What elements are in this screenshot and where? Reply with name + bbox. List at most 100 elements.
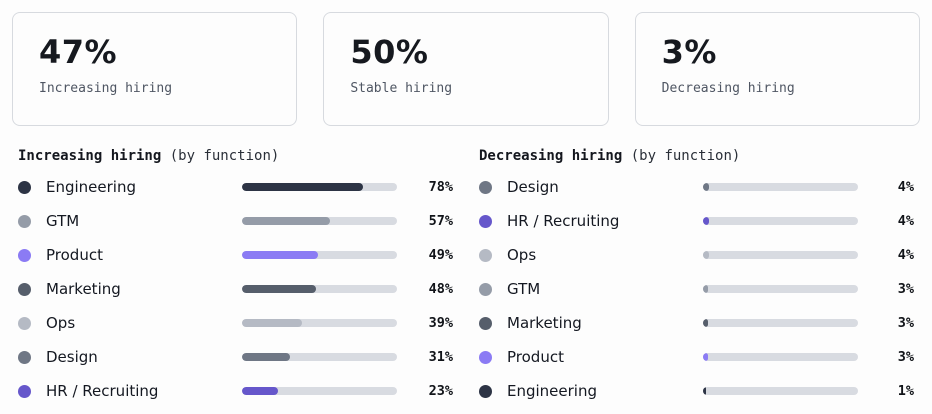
bar-fill: [242, 353, 291, 361]
percent-value: 48%: [428, 281, 453, 297]
percent-value: 4%: [897, 213, 914, 229]
function-label: Ops: [46, 314, 76, 332]
stat-card-increasing-hiring: 47% Increasing hiring: [12, 12, 298, 126]
function-color-dot: [479, 248, 492, 262]
stat-card-stable-hiring: 50% Stable hiring: [323, 12, 609, 126]
bar-track: [242, 251, 397, 259]
function-label: Product: [46, 246, 103, 264]
chart-increasing-hiring: Increasing hiring (by function) Engineer…: [18, 144, 453, 408]
function-label: Engineering: [507, 382, 597, 400]
function-row: Product 49%: [18, 238, 453, 272]
bar-fill: [242, 387, 278, 395]
function-row: Engineering 1%: [479, 374, 914, 408]
chart-title-suffix: (by function): [169, 148, 280, 164]
percent-value: 1%: [897, 383, 914, 399]
bar-track: [242, 353, 397, 361]
function-color-dot: [479, 316, 492, 330]
function-label: GTM: [46, 212, 80, 230]
function-row: Ops 4%: [479, 238, 914, 272]
chart-title-suffix: (by function): [630, 148, 741, 164]
bar-fill: [242, 319, 303, 327]
function-label: Design: [46, 348, 98, 366]
stat-label: Stable hiring: [350, 81, 453, 96]
function-label: Marketing: [46, 280, 121, 298]
function-label: GTM: [507, 280, 541, 298]
bar-track: [703, 285, 858, 293]
function-row: GTM 57%: [18, 204, 453, 238]
bar-fill: [242, 251, 318, 259]
bar-track: [242, 183, 397, 191]
function-row: Design 31%: [18, 340, 453, 374]
function-color-dot: [479, 282, 492, 296]
bar-track: [703, 217, 858, 225]
percent-value: 78%: [428, 179, 453, 195]
bar-track: [242, 319, 397, 327]
function-color-dot: [18, 350, 31, 364]
function-label: Design: [507, 178, 559, 196]
percent-value: 4%: [897, 179, 914, 195]
bar-fill: [703, 285, 708, 293]
bar-fill: [703, 319, 708, 327]
bar-track: [703, 183, 858, 191]
bar-track: [703, 319, 858, 327]
stat-card-decreasing-hiring: 3% Decreasing hiring: [634, 12, 920, 126]
bar-track: [242, 285, 397, 293]
bar-track: [703, 251, 858, 259]
function-row: Marketing 48%: [18, 272, 453, 306]
percent-value: 3%: [897, 349, 914, 365]
charts-section: Increasing hiring (by function) Engineer…: [10, 126, 922, 408]
function-color-dot: [18, 248, 31, 262]
percent-value: 23%: [428, 383, 453, 399]
stat-label: Increasing hiring: [39, 81, 173, 96]
stat-value: 50%: [350, 33, 429, 71]
bar-fill: [703, 251, 710, 259]
function-row: Marketing 3%: [479, 306, 914, 340]
function-row: Ops 39%: [18, 306, 453, 340]
function-label: Marketing: [507, 314, 582, 332]
bar-fill: [703, 353, 708, 361]
percent-value: 3%: [897, 315, 914, 331]
bar-fill: [242, 285, 317, 293]
function-label: Ops: [507, 246, 537, 264]
bar-track: [703, 353, 858, 361]
function-label: Engineering: [46, 178, 136, 196]
bar-track: [242, 217, 397, 225]
percent-value: 57%: [428, 213, 453, 229]
bar-track: [242, 387, 397, 395]
function-color-dot: [479, 214, 492, 228]
summary-cards-row: 47% Increasing hiring 50% Stable hiring …: [10, 12, 922, 126]
chart-title: Decreasing hiring (by function): [479, 144, 914, 170]
bar-fill: [703, 183, 710, 191]
percent-value: 31%: [428, 349, 453, 365]
stat-label: Decreasing hiring: [661, 81, 795, 96]
function-label: Product: [507, 348, 564, 366]
stat-value: 47%: [39, 33, 118, 71]
function-color-dot: [18, 384, 31, 398]
function-color-dot: [18, 214, 31, 228]
chart-title-bold: Decreasing hiring: [479, 148, 623, 164]
bar-fill: [242, 183, 363, 191]
percent-value: 4%: [897, 247, 914, 263]
percent-value: 39%: [428, 315, 453, 331]
function-color-dot: [479, 180, 492, 194]
function-label: HR / Recruiting: [507, 212, 620, 230]
function-row: Product 3%: [479, 340, 914, 374]
function-row: Design 4%: [479, 170, 914, 204]
function-color-dot: [18, 180, 31, 194]
chart-title: Increasing hiring (by function): [18, 144, 453, 170]
function-color-dot: [18, 282, 31, 296]
function-row: HR / Recruiting 23%: [18, 374, 453, 408]
bar-fill: [703, 387, 706, 395]
chart-title-bold: Increasing hiring: [18, 148, 162, 164]
bar-fill: [242, 217, 331, 225]
function-color-dot: [479, 350, 492, 364]
function-row: Engineering 78%: [18, 170, 453, 204]
chart-decreasing-hiring: Decreasing hiring (by function) Design 4…: [479, 144, 914, 408]
function-color-dot: [479, 384, 492, 398]
bar-track: [703, 387, 858, 395]
function-label: HR / Recruiting: [46, 382, 159, 400]
function-color-dot: [18, 316, 31, 330]
function-row: HR / Recruiting 4%: [479, 204, 914, 238]
stat-value: 3%: [661, 33, 717, 71]
